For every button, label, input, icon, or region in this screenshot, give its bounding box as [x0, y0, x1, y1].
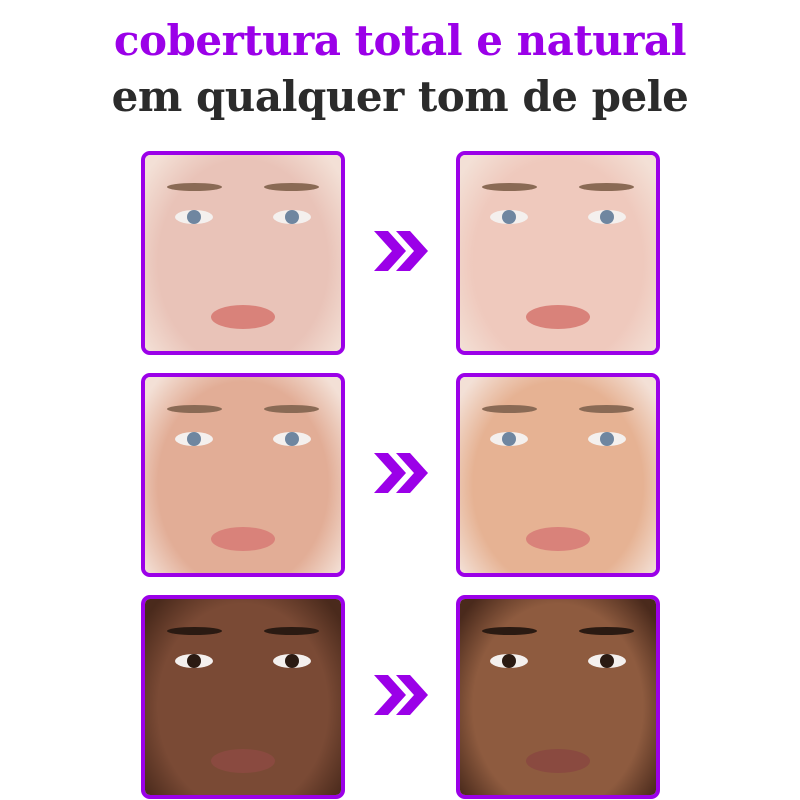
- iris: [600, 654, 614, 668]
- brow: [167, 183, 222, 191]
- brow: [264, 405, 319, 413]
- double-chevron-right-icon: [374, 453, 428, 493]
- lips: [211, 527, 275, 551]
- iris: [502, 432, 516, 446]
- double-chevron-right-icon: [374, 675, 428, 715]
- lips: [526, 527, 590, 551]
- brow: [579, 405, 634, 413]
- iris: [600, 210, 614, 224]
- brow: [167, 627, 222, 635]
- brow: [264, 183, 319, 191]
- iris: [187, 654, 201, 668]
- brow: [482, 183, 537, 191]
- brow: [264, 627, 319, 635]
- face-photo: [460, 599, 656, 795]
- iris: [285, 654, 299, 668]
- iris: [502, 654, 516, 668]
- iris: [600, 432, 614, 446]
- iris: [187, 210, 201, 224]
- before-photo-frame: [141, 151, 345, 355]
- after-photo-frame: [456, 595, 660, 799]
- brow: [579, 627, 634, 635]
- iris: [502, 210, 516, 224]
- face-photo: [460, 377, 656, 573]
- brow: [167, 405, 222, 413]
- lips: [211, 749, 275, 773]
- iris: [285, 432, 299, 446]
- after-photo-frame: [456, 373, 660, 577]
- lips: [211, 305, 275, 329]
- brow: [579, 183, 634, 191]
- after-photo-frame: [456, 151, 660, 355]
- before-photo-frame: [141, 595, 345, 799]
- lips: [526, 749, 590, 773]
- face-photo: [145, 377, 341, 573]
- lips: [526, 305, 590, 329]
- brow: [482, 627, 537, 635]
- face-photo: [145, 155, 341, 351]
- brow: [482, 405, 537, 413]
- face-photo: [460, 155, 656, 351]
- headline-line-2: em qualquer tom de pele: [111, 72, 689, 121]
- iris: [187, 432, 201, 446]
- headline-line-1: cobertura total e natural: [113, 16, 687, 65]
- before-photo-frame: [141, 373, 345, 577]
- iris: [285, 210, 299, 224]
- face-photo: [145, 599, 341, 795]
- double-chevron-right-icon: [374, 231, 428, 271]
